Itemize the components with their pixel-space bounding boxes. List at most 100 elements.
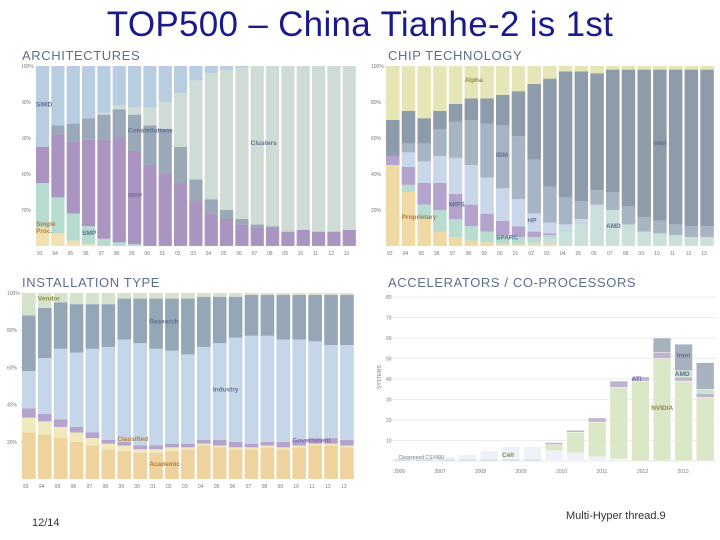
stack-segment-academic [37,434,52,479]
x-tick-label: 2011 [597,469,608,475]
stack-segment-alpha [668,66,683,70]
x-tick-label: 99 [481,251,487,257]
chip-technology-chart: 100% 80% 60% 40% 20% 93 94 95 96 97 98 99 00 01 02 03 04… [371,64,714,257]
stack-segment-ibm [700,226,714,237]
stack-segment-alpha [621,66,636,70]
stack-segment-sparc [558,229,573,232]
series-label-proprietary: Proprietary [402,214,437,221]
stack-segment-government [292,439,307,446]
bar-segment-ati [652,352,672,359]
x-tick-label: 96 [71,484,77,489]
stack-segment-hp [527,213,541,232]
stack-segment-ibm [511,136,526,200]
stack-segment-alpha [543,66,557,79]
series-label-alpha: Alpha [465,77,483,84]
stack-segment-clusters [97,112,111,115]
bar-segment-intel [696,362,715,390]
stack-segment-ibm [653,220,667,234]
x-tick-label: 05 [576,251,582,257]
stack-segment-academic [101,449,116,479]
stack-segment-constellations [204,199,218,214]
installation-type-panel: INSTALLATION TYPE 100% 80% 60% 40% 20% 93 94 95… [4,275,358,490]
stack-segment-classified [244,447,259,450]
bar-segment-ati [566,430,585,433]
series-label-classified: Classified [117,436,148,443]
stack-segment-alpha [590,66,604,74]
x-tick-label: 06 [230,484,236,489]
stack-segment-industry [101,346,116,440]
stack-segment-amd [700,237,714,246]
stack-segment-research [69,304,84,353]
x-tick-label: 96 [434,251,440,257]
stack-segment-alpha [448,66,463,104]
stack-segment-constellations [143,125,157,165]
stack-segment-alpha [464,66,479,99]
series-label-sparc: SPARC [496,235,519,242]
stack-segment-clusters [112,105,126,110]
stack-segment-academic [165,451,179,479]
stack-segment-intel [511,91,526,137]
x-tick-label: 02 [175,251,181,257]
stack-segment-alpha [480,66,494,99]
series-label-government: Government [292,438,331,445]
series-label-clusters: Clusters [251,140,277,147]
stack-segment-intel [527,84,541,160]
stack-segment-clusters [174,93,188,147]
stack-segment-mpp [51,134,65,198]
stack-segment-academic [324,445,338,479]
stack-segment-industry [181,354,195,444]
stack-segment-mips [496,220,510,236]
stack-segment-vendor [212,293,227,297]
stack-segment-clusters [158,102,172,129]
stack-segment-mpp [281,231,295,246]
y-tick-label: 20% [22,208,32,214]
x-tick-label: 2008 [475,469,486,475]
stack-segment-academic [276,449,291,479]
series-label-single-proc: Single [36,221,56,228]
stack-segment-amd [684,237,699,246]
stack-segment-vendor [149,293,163,299]
stack-segment-amd [574,224,589,246]
stack-segment-alpha [558,66,573,72]
stack-segment-hp [417,161,431,183]
x-tick-label: 03 [544,251,550,257]
x-tick-label: 09 [282,251,288,257]
stack-segment-industry [22,371,36,409]
stack-segment-research [228,296,243,338]
y-tick-label: 40% [7,403,18,409]
stack-segment-constellations [266,226,280,228]
stack-segment-ibm [417,143,431,162]
page-number: 12/14 [32,517,60,529]
stack-segment-constellations [128,114,142,151]
stack-segment-clusters [296,66,310,230]
y-tick-label: 60% [22,136,32,142]
y-tick-label: 80% [371,100,382,106]
stack-segment-proprietary [543,244,557,246]
stack-segment-government [165,443,179,448]
stack-segment-proprietary [386,165,400,246]
x-tick-label: 97 [87,484,93,489]
stack-segment-mpp [174,183,188,246]
stack-segment-sparc [511,237,526,245]
stack-segment-sparc [448,219,463,237]
bar-segment-clearspeed-csx600 [480,458,499,462]
stack-segment-government [212,439,227,446]
stack-segment-industry [37,358,52,414]
stack-segment-classified [228,447,243,450]
bar-segment-nvidia [609,386,628,460]
stack-segment-mpp [296,229,310,246]
stack-segment-hp [511,199,526,227]
bar-segment-cell [458,454,477,460]
y-tick-label: 80 [386,295,392,301]
bar-segment-clearspeed-csx600 [501,458,520,462]
stack-segment-proprietary [496,244,510,246]
stack-segment-government [228,441,243,448]
stack-segment-clusters [312,66,326,232]
stack-segment-mpp [312,231,326,246]
stack-segment-intel [480,98,494,124]
stack-segment-mips [417,183,431,205]
stack-segment-mpp [266,228,280,246]
stack-segment-intel [637,69,651,218]
stack-segment-alpha [653,66,667,70]
stack-segment-constellations [82,118,96,140]
